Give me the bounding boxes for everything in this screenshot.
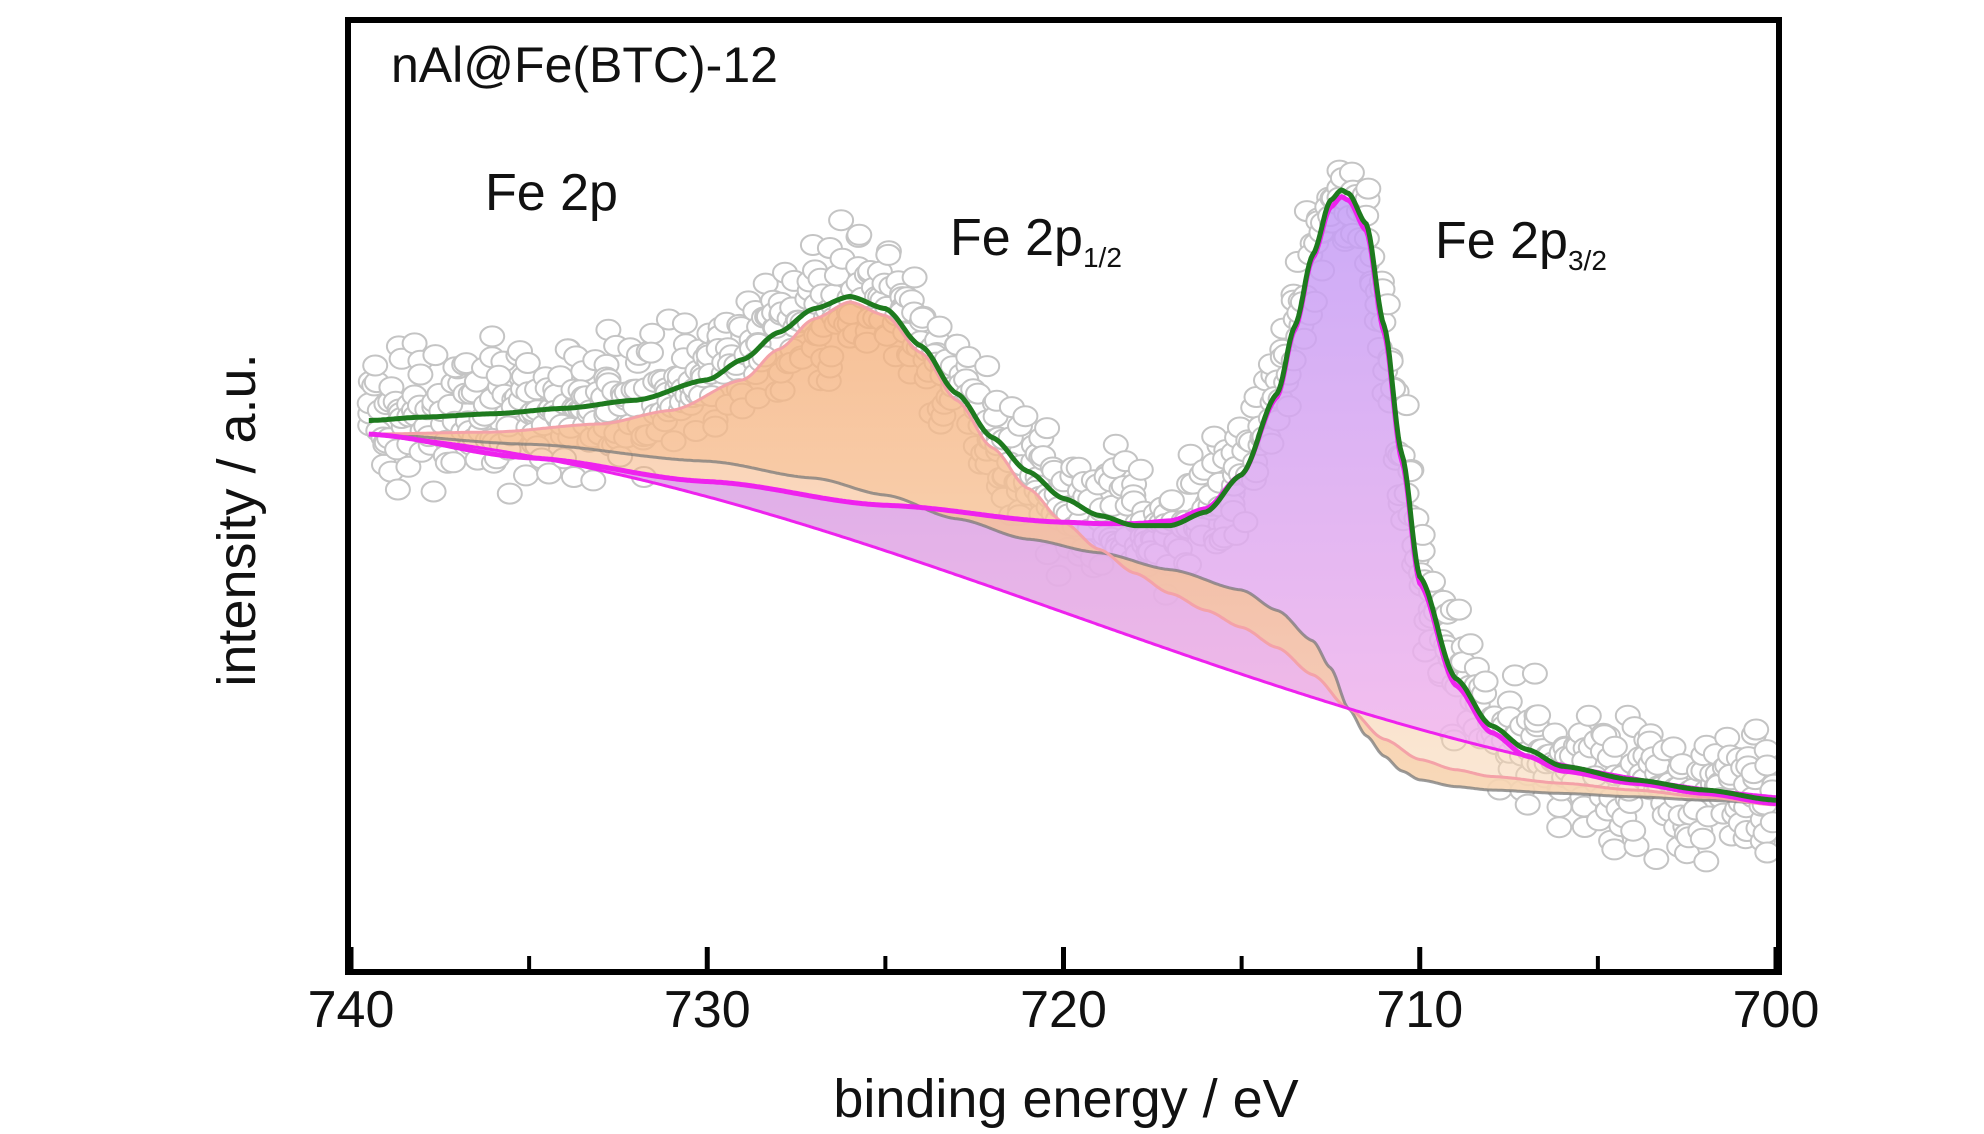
x-tick-label: 700: [1733, 981, 1820, 1039]
data-point: [407, 363, 434, 386]
data-point: [1601, 735, 1628, 758]
data-point: [1355, 177, 1382, 200]
data-point: [1601, 838, 1628, 861]
data-point: [580, 469, 607, 492]
data-point: [1457, 633, 1484, 656]
annotation-fe2p12: Fe 2p1/2: [950, 209, 1122, 273]
satellite-line: [368, 432, 1776, 806]
data-point: [1754, 841, 1779, 864]
data-point: [1620, 819, 1647, 842]
x-axis: 740 730 720 710 700: [308, 947, 1820, 1039]
data-point: [362, 354, 389, 377]
data-point: [1338, 161, 1365, 184]
x-tick-label: 740: [308, 981, 395, 1039]
data-point: [1034, 417, 1061, 440]
data-point: [1158, 489, 1185, 512]
data-point: [422, 344, 449, 367]
data-point: [420, 480, 447, 503]
data-point: [1525, 704, 1552, 727]
fe2p32-fill: [368, 196, 1776, 804]
data-point: [479, 325, 506, 348]
data-point: [1177, 443, 1204, 466]
data-point: [1393, 394, 1420, 417]
plot-area: [356, 159, 1779, 873]
chart-title: nAl@Fe(BTC)-12: [391, 37, 778, 93]
data-point: [875, 243, 902, 266]
data-point: [926, 315, 953, 338]
data-point: [513, 464, 539, 487]
data-point: [1643, 848, 1670, 870]
y-axis-label: intensity / a.u.: [207, 353, 267, 686]
data-point: [828, 209, 855, 232]
envelope-line: [368, 187, 1777, 803]
data-point: [1714, 726, 1741, 749]
fe2p32-line: [368, 194, 1777, 807]
data-point: [395, 455, 422, 478]
data-point: [384, 478, 411, 501]
data-point: [1446, 598, 1472, 621]
x-tick-label: 720: [1020, 981, 1107, 1039]
data-point: [1743, 718, 1770, 741]
data-point: [1693, 850, 1720, 873]
data-point: [638, 341, 664, 364]
data-point: [1575, 704, 1602, 727]
fe2p12-fill: [368, 301, 1776, 805]
data-point: [1012, 405, 1039, 428]
annotation-fe2p: Fe 2p: [485, 164, 618, 222]
plot-frame: [345, 17, 1782, 975]
data-point: [514, 352, 541, 374]
data-point: [1759, 811, 1779, 834]
data-point: [485, 364, 512, 387]
data-point: [1546, 816, 1573, 839]
data-point: [846, 223, 873, 246]
data-point: [671, 312, 698, 335]
data-point: [901, 266, 928, 289]
annotation-fe2p32: Fe 2p3/2: [1435, 212, 1607, 276]
data-point: [1754, 754, 1779, 777]
data-point: [1472, 670, 1499, 693]
data-point: [496, 482, 523, 505]
data-point: [974, 355, 1001, 378]
data-point: [440, 451, 467, 474]
x-tick-label: 730: [664, 981, 751, 1039]
x-axis-label: binding energy / eV: [833, 1069, 1298, 1129]
x-tick-label: 710: [1376, 981, 1463, 1039]
data-point: [1127, 458, 1154, 481]
data-point: [1521, 662, 1548, 685]
data-point: [1514, 793, 1541, 816]
data-point: [536, 462, 563, 485]
data-point: [1689, 827, 1716, 850]
fe2p12-line: [368, 300, 1776, 807]
